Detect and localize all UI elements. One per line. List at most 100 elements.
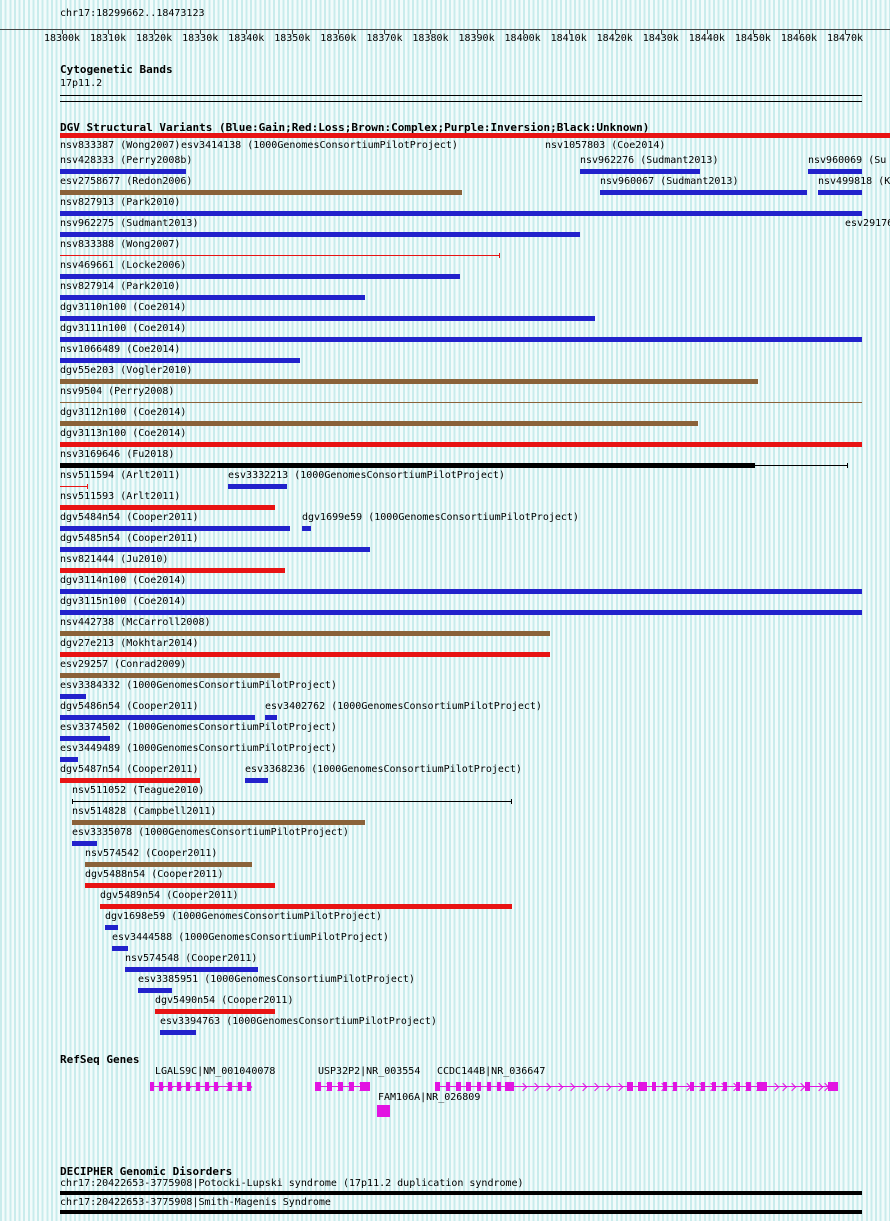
gene-exon[interactable] (159, 1082, 163, 1091)
gene-exon[interactable] (712, 1082, 716, 1091)
variant-bar[interactable] (60, 547, 370, 552)
decipher-region-bar[interactable] (60, 1191, 862, 1195)
gene-exon[interactable] (238, 1082, 242, 1091)
gene-exon[interactable] (214, 1082, 218, 1091)
variant-bar[interactable] (580, 169, 700, 174)
gene-exon[interactable] (736, 1082, 740, 1091)
variant-line[interactable] (60, 486, 88, 487)
variant-bar[interactable] (60, 358, 300, 363)
gene-exon[interactable] (205, 1082, 209, 1091)
gene-exon[interactable] (805, 1082, 810, 1091)
variant-line[interactable] (60, 402, 862, 403)
decipher-region-bar[interactable] (60, 1210, 862, 1214)
variant-bar[interactable] (228, 484, 287, 489)
variant-bar[interactable] (60, 652, 550, 657)
variant-bar[interactable] (808, 169, 862, 174)
gene-exon[interactable] (477, 1082, 481, 1091)
gene-exon[interactable] (627, 1082, 633, 1091)
variant-bar[interactable] (302, 526, 311, 531)
variant-bar[interactable] (85, 862, 252, 867)
gene-exon[interactable] (638, 1082, 647, 1091)
gene-exon[interactable] (673, 1082, 677, 1091)
variant-bar[interactable] (60, 631, 550, 636)
cytoband-glyph[interactable] (60, 95, 862, 102)
gene-exon[interactable] (701, 1082, 705, 1091)
variant-bar[interactable] (60, 316, 595, 321)
variant-bar[interactable] (112, 946, 128, 951)
gene-exon[interactable] (168, 1082, 172, 1091)
variant-line[interactable] (755, 465, 848, 466)
gene-glyph-strip (0, 1080, 890, 1094)
variant-bar[interactable] (125, 967, 258, 972)
variant-bar[interactable] (60, 778, 200, 783)
gene-exon[interactable] (456, 1082, 461, 1091)
variant-bar[interactable] (60, 421, 698, 426)
variant-bar[interactable] (155, 1009, 275, 1014)
ruler-tick (246, 30, 248, 34)
gene-exon[interactable] (505, 1082, 514, 1091)
variant-label: nsv833387 (Wong2007) (60, 140, 181, 151)
gene-exon[interactable] (723, 1082, 727, 1091)
gene-exon[interactable] (746, 1082, 751, 1091)
variant-bar[interactable] (85, 883, 275, 888)
variant-bar[interactable] (60, 736, 110, 741)
variant-bar[interactable] (60, 379, 758, 384)
gene-exon[interactable] (247, 1082, 251, 1091)
variant-bar[interactable] (60, 211, 862, 216)
variant-bar[interactable] (60, 133, 890, 138)
variant-bar[interactable] (60, 295, 365, 300)
gene-exon[interactable] (360, 1082, 370, 1091)
variant-bar[interactable] (60, 757, 78, 762)
gene-exon[interactable] (327, 1082, 332, 1091)
variant-bar[interactable] (72, 841, 97, 846)
gene-exon[interactable] (652, 1082, 656, 1091)
variant-bar[interactable] (265, 715, 277, 720)
variant-bar[interactable] (60, 694, 86, 699)
gene-exon[interactable] (487, 1082, 491, 1091)
gene-exon[interactable] (466, 1082, 471, 1091)
variant-bar[interactable] (160, 1030, 196, 1035)
variant-line[interactable] (72, 801, 512, 802)
gene-exon[interactable] (186, 1082, 190, 1091)
variant-bar[interactable] (60, 442, 862, 447)
gene-exon[interactable] (315, 1082, 321, 1091)
gene-exon[interactable] (828, 1082, 838, 1091)
variant-bar[interactable] (60, 169, 186, 174)
variant-bar[interactable] (60, 589, 862, 594)
variant-bar[interactable] (60, 526, 290, 531)
variant-bar[interactable] (245, 778, 268, 783)
gene-exon[interactable] (150, 1082, 154, 1091)
variant-bar[interactable] (72, 820, 365, 825)
variant-bar[interactable] (600, 190, 807, 195)
variant-bar[interactable] (60, 715, 255, 720)
gene-exon[interactable] (349, 1082, 354, 1091)
gene-exon[interactable] (435, 1082, 440, 1091)
gene-exon[interactable] (228, 1082, 232, 1091)
variant-bar[interactable] (818, 190, 862, 195)
gene-exon[interactable] (663, 1082, 667, 1091)
gene-exon[interactable] (377, 1105, 390, 1117)
variant-line[interactable] (60, 255, 500, 256)
variant-bar[interactable] (60, 190, 462, 195)
variant-bar[interactable] (100, 904, 512, 909)
variant-bar[interactable] (60, 673, 280, 678)
gene-exon[interactable] (196, 1082, 200, 1091)
gene-exon[interactable] (690, 1082, 694, 1091)
gene-exon[interactable] (177, 1082, 181, 1091)
variant-bar[interactable] (60, 568, 285, 573)
variant-bar[interactable] (60, 610, 862, 615)
variant-bar[interactable] (60, 505, 275, 510)
gene-exon[interactable] (338, 1082, 343, 1091)
ruler-label: 18360k (320, 33, 357, 44)
variant-bar[interactable] (138, 988, 172, 993)
variant-bar[interactable] (60, 274, 460, 279)
ruler-label: 18340k (228, 33, 265, 44)
gene-exon[interactable] (446, 1082, 450, 1091)
variant-bar[interactable] (105, 925, 118, 930)
variant-bar[interactable] (60, 337, 862, 342)
variant-bar[interactable] (60, 463, 755, 468)
variant-bar[interactable] (60, 232, 580, 237)
gene-exon[interactable] (497, 1082, 501, 1091)
gene-exon[interactable] (757, 1082, 767, 1091)
variant-label: nsv960067 (Sudmant2013) (600, 176, 739, 187)
